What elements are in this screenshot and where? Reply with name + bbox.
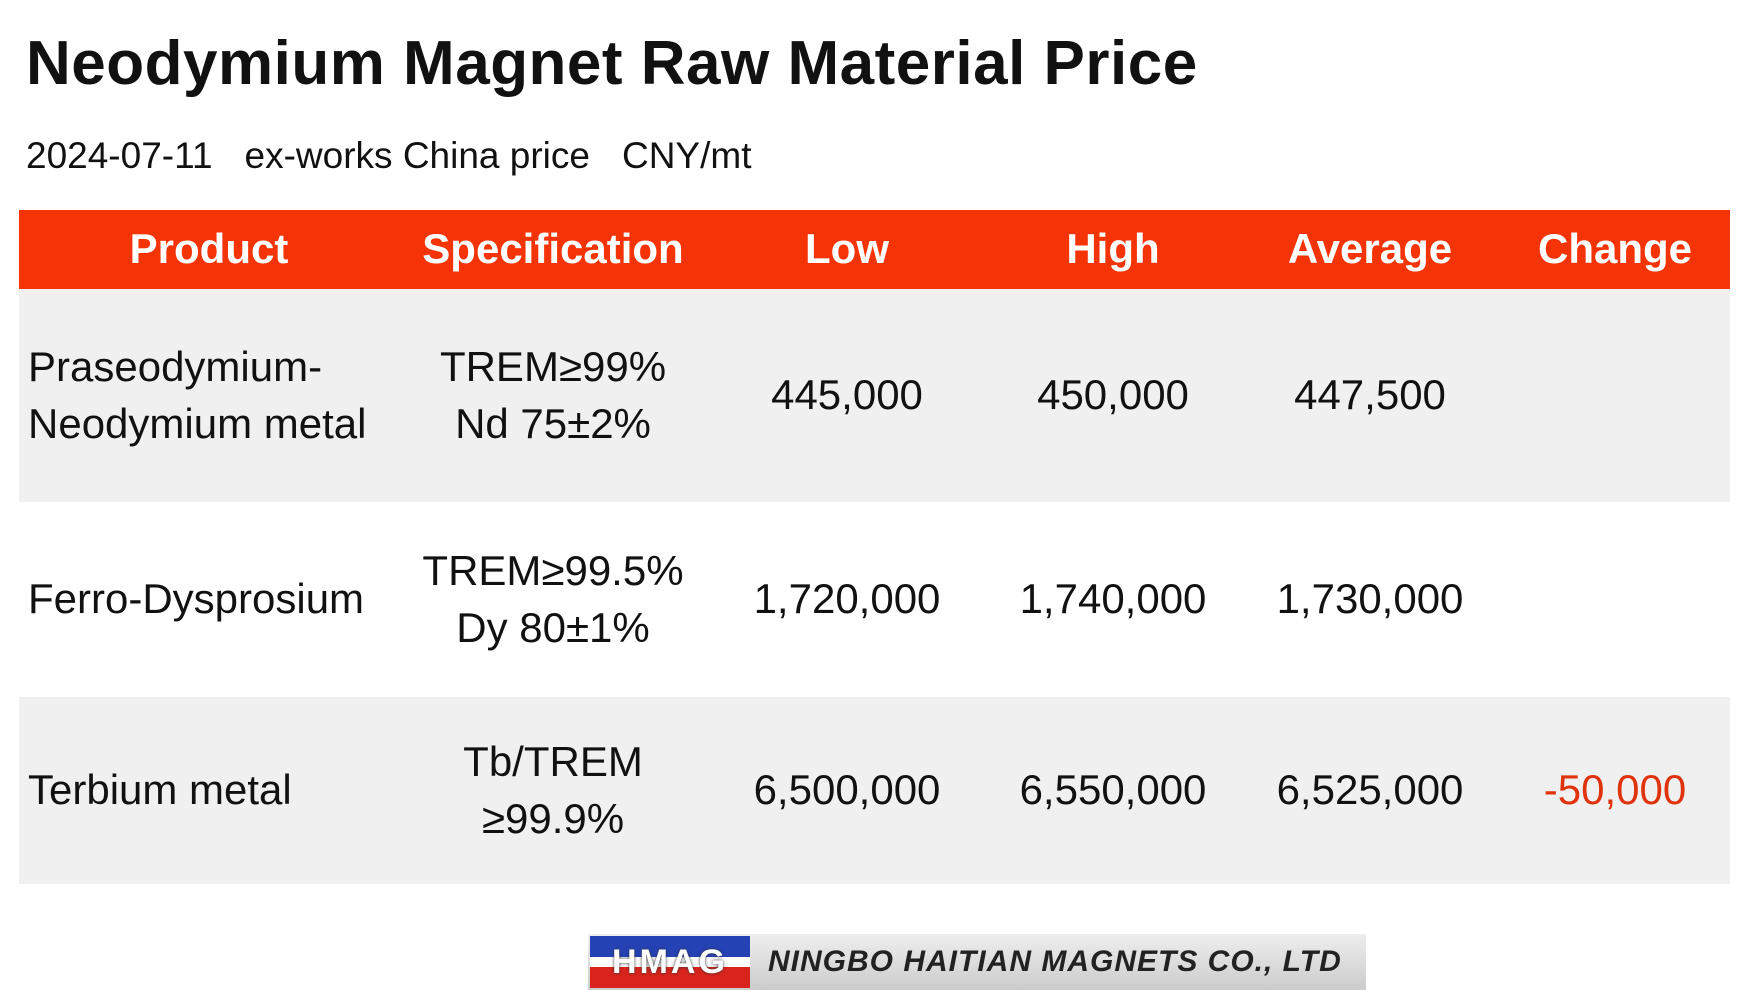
specification-cell: TREM≥99% Nd 75±2% <box>440 289 666 502</box>
unit: CNY/mt <box>621 135 752 176</box>
header-cell: Specification <box>422 225 684 273</box>
price-basis: ex-works China price <box>244 135 590 176</box>
product-line: Ferro-Dysprosium <box>28 575 365 623</box>
average-cell: 6,525,000 <box>1276 766 1464 814</box>
high-cell: 6,550,000 <box>1019 766 1207 814</box>
specification-line: Tb/TREM <box>463 737 643 785</box>
table-header: Product Specification Low High Average Change <box>19 210 1730 289</box>
specification-line: TREM≥99% <box>439 342 667 390</box>
low-cell: 1,720,000 <box>753 575 941 623</box>
title: Neodymium Magnet Raw Material Price <box>26 29 1198 98</box>
specification-line: TREM≥99.5% <box>422 546 684 594</box>
product-line: Neodymium metal <box>28 399 367 447</box>
specification-line: Nd 75±2% <box>455 399 651 447</box>
table-row: Ferro-Dysprosium TREM≥99.5% Dy 80±1% 1,720,… <box>19 502 1730 697</box>
company-name: NINGBO HAITIAN MAGNETS CO., LTD <box>768 945 1342 978</box>
low-cell: 445,000 <box>771 371 923 419</box>
subtitle: 2024-07-11 ex-works China price CNY/mt <box>26 135 751 177</box>
specification-line: Dy 80±1% <box>456 603 650 651</box>
change-cell: -50,000 <box>1543 766 1687 814</box>
specification-cell: TREM≥99.5% Dy 80±1% <box>422 502 683 697</box>
product-cell: Terbium metal <box>28 697 292 884</box>
header-cell: Low <box>805 225 889 273</box>
high-cell: 1,740,000 <box>1019 575 1207 623</box>
table-row: Terbium metal Tb/TREM ≥99.9% 6,500,000 6,550… <box>19 697 1730 884</box>
footer: HMAG NINGBO HAITIAN MAGNETS CO., LTD <box>588 934 1366 990</box>
table-row: Praseodymium- Neodymium metal TREM≥99% Nd 7… <box>19 289 1730 502</box>
high-cell: 450,000 <box>1037 371 1189 419</box>
date: 2024-07-11 <box>26 135 213 176</box>
specification-cell: Tb/TREM ≥99.9% <box>463 697 643 884</box>
product-line: Terbium metal <box>28 766 292 814</box>
specification-line: ≥99.9% <box>481 794 625 842</box>
product-cell: Praseodymium- Neodymium metal <box>28 289 366 502</box>
product-cell: Ferro-Dysprosium <box>28 502 364 697</box>
header-cell: High <box>1066 225 1160 273</box>
header-cell: Product <box>129 225 289 273</box>
logo: HMAG <box>590 936 750 988</box>
header-cell: Change <box>1537 225 1693 273</box>
average-cell: 1,730,000 <box>1276 575 1464 623</box>
header-cell: Average <box>1287 225 1453 273</box>
product-line: Praseodymium- <box>28 342 323 390</box>
average-cell: 447,500 <box>1294 371 1446 419</box>
low-cell: 6,500,000 <box>753 766 941 814</box>
